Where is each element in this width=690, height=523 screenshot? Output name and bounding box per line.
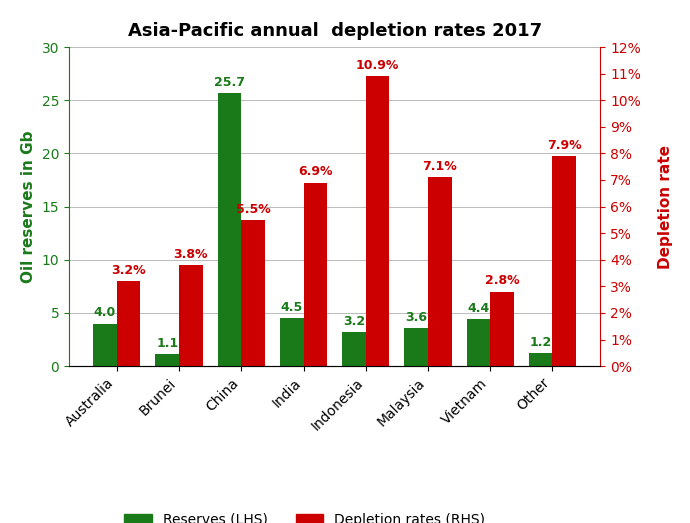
Text: 3.6: 3.6 [405,311,427,324]
Bar [529,354,553,366]
Bar [241,220,265,366]
Bar [217,93,241,366]
Text: 10.9%: 10.9% [356,59,400,72]
Bar [491,292,514,366]
Text: 7.9%: 7.9% [547,139,582,152]
Text: 3.8%: 3.8% [174,248,208,261]
Text: 4.5: 4.5 [281,301,303,314]
Bar [428,177,452,366]
Bar [93,324,117,366]
Bar [155,355,179,366]
Bar [342,332,366,366]
Bar [404,328,428,366]
Bar [304,183,327,366]
Bar [366,76,389,366]
Bar [117,281,141,366]
Bar [280,318,304,366]
Text: 4.4: 4.4 [467,302,489,315]
Bar [179,265,203,366]
Text: 1.1: 1.1 [156,337,178,350]
Text: 3.2%: 3.2% [111,264,146,277]
Text: 2.8%: 2.8% [485,275,520,288]
Text: 1.2: 1.2 [529,336,552,349]
Y-axis label: Oil reserves in Gb: Oil reserves in Gb [21,130,36,283]
Bar [553,156,576,366]
Legend: Reserves (LHS), Depletion rates (RHS): Reserves (LHS), Depletion rates (RHS) [119,507,491,523]
Title: Asia-Pacific annual  depletion rates 2017: Asia-Pacific annual depletion rates 2017 [128,22,542,40]
Bar [466,320,491,366]
Text: 5.5%: 5.5% [236,202,270,215]
Text: 4.0: 4.0 [94,306,116,320]
Text: 3.2: 3.2 [343,315,365,328]
Text: 7.1%: 7.1% [422,160,457,173]
Y-axis label: Depletion rate: Depletion rate [658,144,673,269]
Text: 6.9%: 6.9% [298,165,333,178]
Text: 25.7: 25.7 [214,75,245,88]
